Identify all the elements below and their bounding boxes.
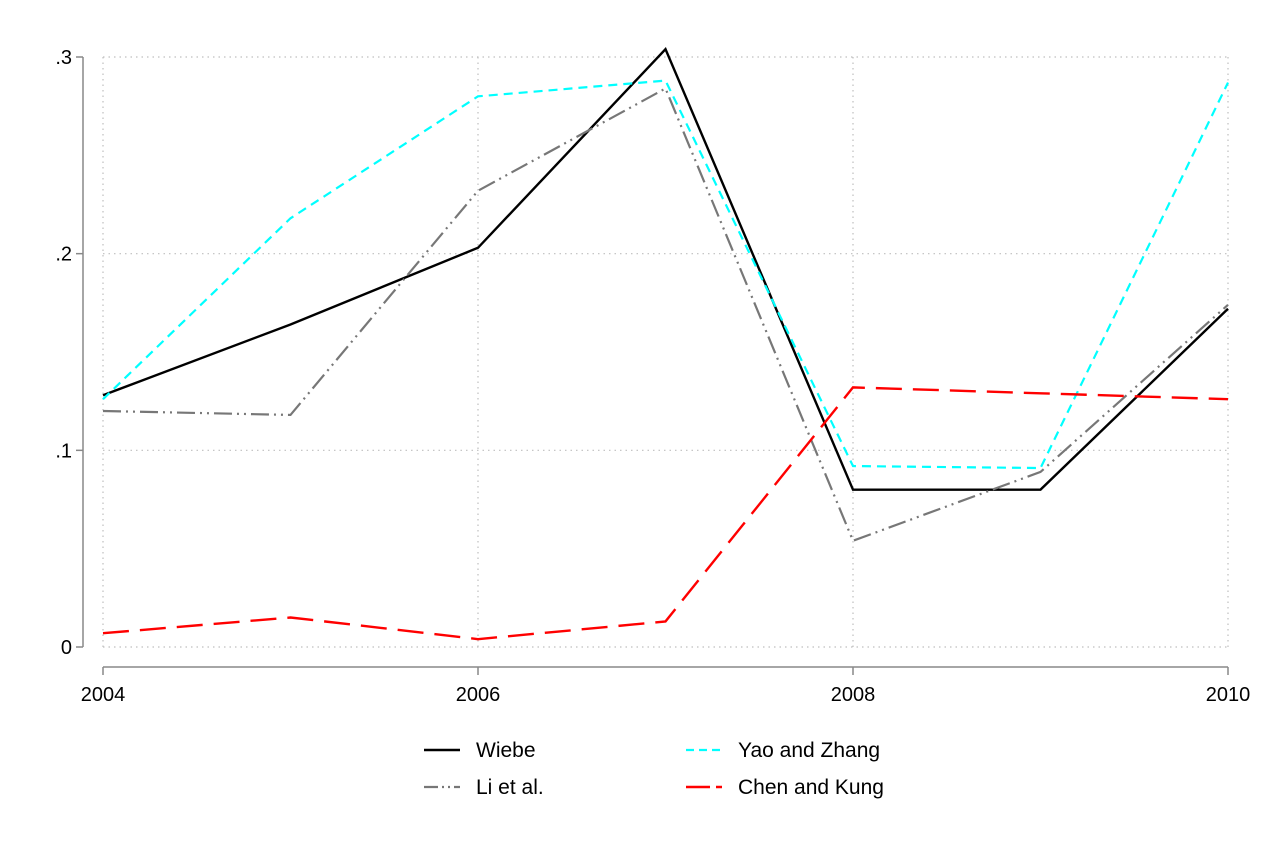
legend-label: Wiebe xyxy=(476,739,536,762)
y-tick-label: .2 xyxy=(55,244,72,266)
series-lines xyxy=(102,46,1229,641)
series-line-0 xyxy=(102,46,1229,491)
legend-label: Yao and Zhang xyxy=(738,739,880,762)
legend-item: Chen and Kung xyxy=(686,776,884,799)
x-tick-label: 2004 xyxy=(81,684,126,706)
legend-item: Wiebe xyxy=(424,739,536,762)
series-line-1 xyxy=(102,79,1229,470)
x-tick-label: 2006 xyxy=(456,684,501,706)
series-line-2 xyxy=(102,86,1229,543)
series-line-3 xyxy=(102,386,1229,641)
y-tick-label: .1 xyxy=(55,440,72,462)
x-tick-label: 2008 xyxy=(831,684,876,706)
legend-item: Li et al. xyxy=(424,776,544,799)
legend-item: Yao and Zhang xyxy=(686,739,880,762)
grid-lines xyxy=(102,56,1229,648)
y-tick-label: 0 xyxy=(61,637,72,659)
legend: Wiebe Yao and Zhang Li et al. Chen and Kung xyxy=(424,739,884,799)
legend-label: Chen and Kung xyxy=(738,776,884,799)
x-tick-label: 2010 xyxy=(1206,684,1251,706)
legend-label: Li et al. xyxy=(476,776,544,799)
axes: 0 .1 .2 .3 2004 2006 2008 2010 xyxy=(55,47,1250,706)
y-tick-label: .3 xyxy=(55,47,72,69)
